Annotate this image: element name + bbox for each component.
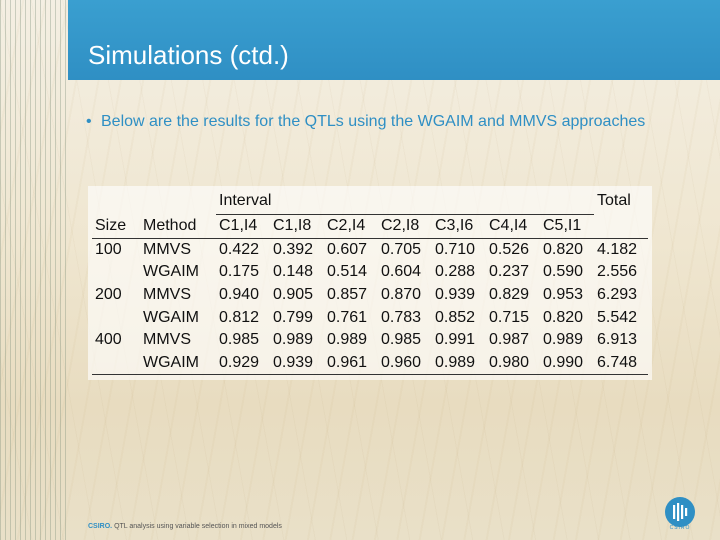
value-cell: 0.991 bbox=[435, 331, 476, 349]
value-cell: 0.288 bbox=[435, 263, 476, 281]
total-cell: 5.542 bbox=[597, 308, 638, 326]
value-cell: 0.237 bbox=[489, 263, 530, 281]
value-cell: 0.148 bbox=[273, 263, 314, 281]
value-cell: 0.939 bbox=[435, 286, 476, 304]
value-cell: 0.905 bbox=[273, 286, 314, 304]
table-header-row: Size Method C1,I4 C1,I8 C2,I4 C2,I8 C3,I… bbox=[92, 214, 648, 239]
value-cell: 0.175 bbox=[219, 263, 260, 281]
value-cell: 0.514 bbox=[327, 263, 368, 281]
value-cell: 0.392 bbox=[273, 240, 314, 258]
value-cell: 0.820 bbox=[543, 240, 584, 258]
value-cell: 0.870 bbox=[381, 286, 422, 304]
value-cell: 0.526 bbox=[489, 240, 530, 258]
total-cell: 6.913 bbox=[597, 331, 638, 349]
total-cell: 6.293 bbox=[597, 286, 638, 304]
size-cell: 400 bbox=[95, 331, 122, 349]
empty-header-cell bbox=[140, 188, 216, 215]
left-decorative-stripes bbox=[0, 0, 68, 540]
value-cell: 0.989 bbox=[327, 331, 368, 349]
table-row: 400 MMVS 0.985 0.989 0.989 0.985 0.991 0… bbox=[92, 329, 648, 352]
value-cell: 0.820 bbox=[543, 308, 584, 326]
value-cell: 0.989 bbox=[432, 351, 486, 376]
size-cell bbox=[92, 261, 140, 284]
value-cell: 0.422 bbox=[219, 240, 260, 258]
value-cell: 0.829 bbox=[489, 286, 530, 304]
value-cell: 0.604 bbox=[381, 263, 422, 281]
value-cell: 0.715 bbox=[489, 308, 530, 326]
value-cell: 0.590 bbox=[543, 263, 584, 281]
table-row: WGAIM 0.929 0.939 0.961 0.960 0.989 0.98… bbox=[92, 351, 648, 376]
column-header-interval: C5,I1 bbox=[540, 214, 594, 239]
bullet-item: • Below are the results for the QTLs usi… bbox=[86, 112, 666, 132]
column-header-method: Method bbox=[140, 214, 216, 239]
value-cell: 0.939 bbox=[270, 351, 324, 376]
bullet-text: Below are the results for the QTLs using… bbox=[101, 113, 646, 130]
empty-header-cell bbox=[92, 188, 140, 215]
value-cell: 0.705 bbox=[381, 240, 422, 258]
table-row: WGAIM 0.812 0.799 0.761 0.783 0.852 0.71… bbox=[92, 306, 648, 329]
value-cell: 0.710 bbox=[435, 240, 476, 258]
value-cell: 0.985 bbox=[219, 331, 260, 349]
value-cell: 0.852 bbox=[435, 308, 476, 326]
value-cell: 0.761 bbox=[327, 308, 368, 326]
total-header: Total bbox=[597, 192, 631, 210]
value-cell: 0.953 bbox=[543, 286, 584, 304]
logo-caption: CSIRO bbox=[669, 525, 691, 531]
value-cell: 0.989 bbox=[543, 331, 584, 349]
method-cell: MMVS bbox=[143, 286, 191, 304]
column-header-interval: C4,I4 bbox=[486, 214, 540, 239]
size-cell: 200 bbox=[95, 286, 122, 304]
value-cell: 0.980 bbox=[486, 351, 540, 376]
value-cell: 0.812 bbox=[219, 308, 260, 326]
results-table: Interval Total Size Method C1,I4 C1,I8 C… bbox=[92, 188, 648, 376]
method-cell: MMVS bbox=[143, 240, 191, 258]
value-cell: 0.985 bbox=[381, 331, 422, 349]
value-cell: 0.960 bbox=[378, 351, 432, 376]
table-header-group-row: Interval Total bbox=[92, 188, 648, 215]
method-cell: WGAIM bbox=[140, 351, 216, 376]
column-header-interval: C1,I4 bbox=[216, 214, 270, 239]
table-row: 200 MMVS 0.940 0.905 0.857 0.870 0.939 0… bbox=[92, 284, 648, 307]
method-cell: MMVS bbox=[143, 331, 191, 349]
column-header-interval: C1,I8 bbox=[270, 214, 324, 239]
value-cell: 0.940 bbox=[219, 286, 260, 304]
interval-group-header: Interval bbox=[216, 188, 594, 215]
table-row: 100 MMVS 0.422 0.392 0.607 0.705 0.710 0… bbox=[92, 238, 648, 261]
column-header-interval: C2,I4 bbox=[324, 214, 378, 239]
footer-org: CSIRO. bbox=[88, 523, 113, 530]
title-bar bbox=[68, 0, 720, 80]
total-cell: 2.556 bbox=[597, 263, 638, 281]
method-cell: WGAIM bbox=[143, 308, 199, 326]
value-cell: 0.857 bbox=[327, 286, 368, 304]
footer-caption: QTL analysis using variable selection in… bbox=[114, 523, 282, 530]
column-header-interval: C2,I8 bbox=[378, 214, 432, 239]
slide-title: Simulations (ctd.) bbox=[88, 40, 289, 70]
method-cell: WGAIM bbox=[143, 263, 199, 281]
total-cell: 6.748 bbox=[594, 351, 648, 376]
column-header-total-spacer bbox=[594, 214, 648, 239]
total-cell: 4.182 bbox=[597, 240, 638, 258]
table-row: WGAIM 0.175 0.148 0.514 0.604 0.288 0.23… bbox=[92, 261, 648, 284]
value-cell: 0.961 bbox=[324, 351, 378, 376]
value-cell: 0.990 bbox=[540, 351, 594, 376]
footer: CSIRO. QTL analysis using variable selec… bbox=[88, 523, 282, 530]
value-cell: 0.783 bbox=[381, 308, 422, 326]
csiro-logo-icon bbox=[665, 497, 695, 527]
value-cell: 0.607 bbox=[327, 240, 368, 258]
value-cell: 0.799 bbox=[273, 308, 314, 326]
bullet-dot: • bbox=[86, 113, 92, 130]
value-cell: 0.987 bbox=[489, 331, 530, 349]
size-cell: 100 bbox=[95, 240, 122, 258]
column-header-interval: C3,I6 bbox=[432, 214, 486, 239]
value-cell: 0.989 bbox=[273, 331, 314, 349]
value-cell: 0.929 bbox=[216, 351, 270, 376]
size-cell bbox=[92, 351, 140, 376]
column-header-size: Size bbox=[92, 214, 140, 239]
size-cell bbox=[92, 306, 140, 329]
